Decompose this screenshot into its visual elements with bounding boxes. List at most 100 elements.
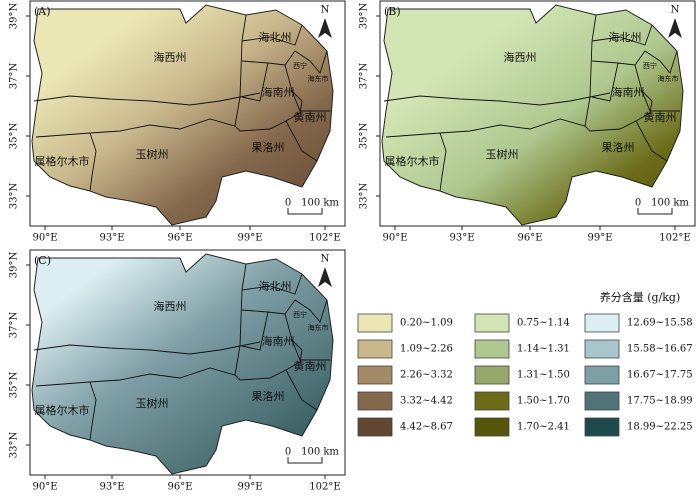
legend-label: 1.14~1.31 (517, 344, 570, 355)
region-name: 黄南州 (294, 359, 327, 373)
scale-start: 0 (285, 198, 291, 209)
legend-label: 3.32~4.42 (400, 396, 453, 407)
legend: 养分含量 (g/kg) 0.20~1.09 1.09~2.26 2.26~3.32 3.… (357, 290, 693, 437)
legend-swatch (474, 391, 510, 411)
lon-label: 102°E (309, 482, 340, 493)
north-arrow (668, 18, 682, 38)
lon-label: 96°E (167, 233, 192, 244)
lat-label: 33°N (9, 432, 20, 459)
region-name: 属格尔木市 (35, 403, 90, 417)
lat-label: 35°N (9, 372, 20, 399)
legend-label: 0.75~1.14 (517, 318, 570, 329)
legend-swatch (357, 417, 393, 437)
legend-swatch (474, 339, 510, 359)
region-name: 海东市 (658, 74, 679, 83)
legend-label: 15.58~16.67 (627, 344, 693, 355)
scale-end: 100 km (301, 198, 339, 209)
lat-label: 37°N (359, 63, 370, 90)
legend-label: 17.75~18.99 (627, 396, 693, 407)
lon-label: 93°E (99, 482, 124, 493)
region-name: 果洛州 (252, 389, 285, 403)
legend-swatch (584, 417, 620, 437)
region-name: 海北州 (259, 30, 292, 44)
legend-label: 1.31~1.50 (517, 370, 570, 381)
region-name: 海西州 (154, 50, 187, 64)
legend-swatch (474, 313, 510, 333)
legend-label: 1.70~2.41 (517, 422, 570, 433)
region-name: 西宁 (293, 310, 307, 319)
north-label: N (321, 5, 330, 16)
lon-label: 90°E (32, 233, 57, 244)
lon-label: 102°E (309, 233, 340, 244)
legend-swatch (357, 391, 393, 411)
panel-label: (B) (384, 5, 401, 18)
region-name: 西宁 (643, 61, 657, 70)
region-name: 玉树州 (486, 147, 519, 161)
region-name: 西宁 (293, 61, 307, 70)
lon-label: 96°E (517, 233, 542, 244)
region-name: 属格尔木市 (35, 154, 90, 168)
lat-label: 35°N (359, 123, 370, 150)
scale-end: 100 km (301, 447, 339, 458)
legend-swatch (474, 417, 510, 437)
legend-swatch (584, 313, 620, 333)
north-label: N (671, 5, 680, 16)
region-name: 海西州 (504, 50, 537, 64)
north-arrow (318, 267, 332, 287)
region-name: 海南州 (262, 85, 295, 99)
lat-label: 33°N (359, 183, 370, 210)
lon-label: 99°E (587, 233, 612, 244)
north-arrow (318, 18, 332, 38)
lon-label: 102°E (659, 233, 690, 244)
region-name: 海西州 (154, 299, 187, 313)
region-name: 海南州 (262, 334, 295, 348)
legend-label: 12.69~15.58 (627, 318, 693, 329)
legend-label: 4.42~8.67 (400, 422, 453, 433)
legend-label: 18.99~22.25 (627, 422, 693, 433)
lon-label: 90°E (32, 482, 57, 493)
lat-label: 37°N (9, 63, 20, 90)
legend-swatch (584, 339, 620, 359)
region-name: 海南州 (612, 85, 645, 99)
region-name: 果洛州 (252, 140, 285, 154)
region-name: 海北州 (259, 279, 292, 293)
lat-label: 35°N (9, 123, 20, 150)
scale-end: 100 km (651, 198, 689, 209)
region-name: 海北州 (609, 30, 642, 44)
lon-label: 99°E (237, 233, 262, 244)
panel-label: (A) (34, 5, 51, 18)
legend-swatch (584, 365, 620, 385)
legend-label: 16.67~17.75 (627, 370, 693, 381)
region-name: 黄南州 (644, 110, 677, 124)
region-name: 海东市 (308, 323, 329, 332)
legend-swatch (357, 313, 393, 333)
region-name: 玉树州 (136, 396, 169, 410)
legend-swatch (474, 365, 510, 385)
legend-label: 1.09~2.26 (400, 344, 453, 355)
region-name: 海东市 (308, 74, 329, 83)
legend-label: 2.26~3.32 (400, 370, 453, 381)
scale-bar (287, 457, 323, 464)
region-name: 属格尔木市 (385, 154, 440, 168)
legend-swatch (584, 391, 620, 411)
north-label: N (321, 254, 330, 265)
region-name: 果洛州 (602, 140, 635, 154)
legend-label: 1.50~1.70 (517, 396, 570, 407)
region-name: 玉树州 (136, 147, 169, 161)
lon-label: 99°E (237, 482, 262, 493)
lat-label: 33°N (9, 183, 20, 210)
legend-label: 0.20~1.09 (400, 318, 453, 329)
scale-bar (287, 208, 323, 215)
lon-label: 93°E (449, 233, 474, 244)
lon-label: 96°E (167, 482, 192, 493)
region-name: 黄南州 (294, 110, 327, 124)
scale-start: 0 (285, 447, 291, 458)
lat-label: 39°N (9, 252, 20, 279)
legend-swatch (357, 365, 393, 385)
lon-label: 93°E (99, 233, 124, 244)
scale-start: 0 (635, 198, 641, 209)
